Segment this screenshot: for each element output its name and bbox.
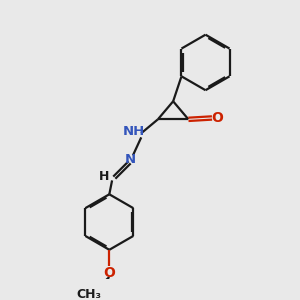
Text: O: O — [212, 111, 224, 125]
Text: NH: NH — [122, 125, 145, 138]
Text: N: N — [125, 152, 136, 166]
Text: H: H — [99, 170, 110, 183]
Text: O: O — [103, 266, 115, 280]
Text: CH₃: CH₃ — [76, 288, 101, 300]
